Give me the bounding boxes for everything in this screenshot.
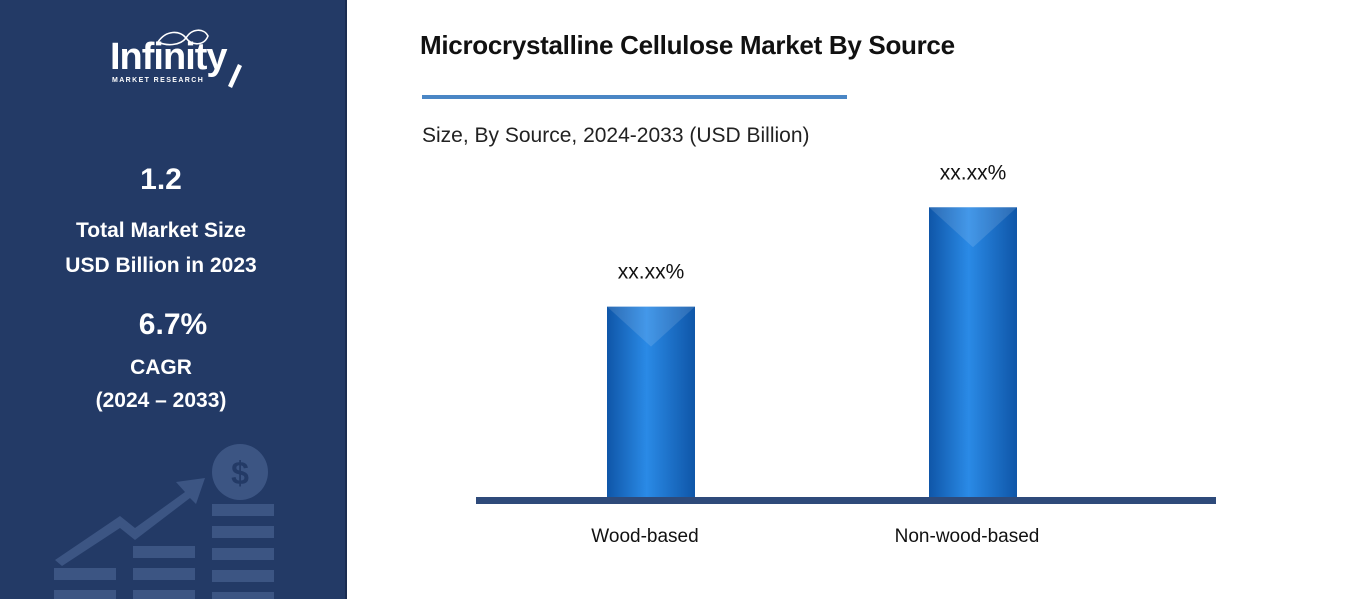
svg-text:$: $: [231, 455, 249, 491]
data-label: xx.xx%: [618, 261, 685, 284]
logo-wordmark: Infinity: [110, 36, 228, 78]
cagr-value: 6.7%: [138, 308, 208, 341]
bar-non-wood-based: [929, 207, 1017, 498]
chart-title: Microcrystalline Cellulose Market By Sou…: [420, 30, 955, 60]
x-axis-line: [476, 497, 1216, 504]
market-size-value: 1.2: [140, 163, 182, 196]
brand-logo: Infinity MARKET RESEARCH: [100, 28, 250, 90]
x-tick-label: Non-wood-based: [895, 526, 1040, 547]
market-size-label-2: USD Billion in 2023: [65, 254, 257, 277]
cagr-period: (2024 – 2033): [95, 389, 227, 412]
x-tick-label: Wood-based: [591, 526, 698, 547]
growth-arrow-icon: [55, 478, 205, 566]
cagr-label: CAGR: [130, 356, 192, 379]
data-label: xx.xx%: [940, 161, 1007, 184]
logo-swirl-icon: [156, 29, 242, 88]
dollar-coin-icon: $: [212, 444, 268, 500]
logo-subtitle: MARKET RESEARCH: [112, 77, 205, 84]
bar-bevel: [607, 306, 695, 347]
bar-bevel: [929, 207, 1017, 248]
growth-illustration: $: [54, 444, 274, 599]
sidebar-edge: [345, 0, 347, 599]
chart-subtitle: Size, By Source, 2024-2033 (USD Billion): [422, 124, 810, 147]
title-underline: [422, 95, 847, 99]
sidebar: Infinity MARKET RESEARCH 1.2 Total Marke…: [0, 0, 346, 599]
bar-wood-based: [607, 306, 695, 498]
market-size-label-1: Total Market Size: [76, 219, 246, 242]
